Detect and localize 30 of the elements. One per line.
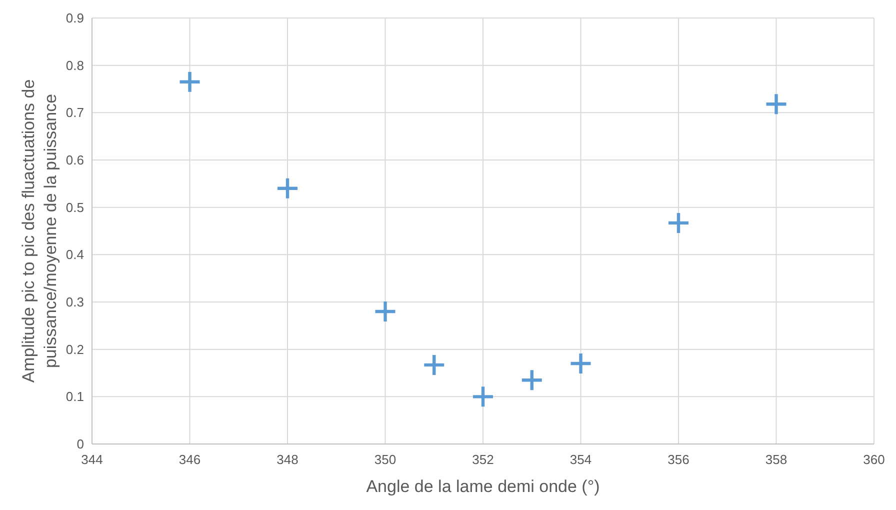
x-axis-title: Angle de la lame demi onde (°) (366, 477, 600, 496)
y-tick-label: 0.7 (66, 105, 84, 120)
x-tick-label: 352 (472, 452, 494, 467)
point (422, 353, 446, 377)
y-tick-label: 0.8 (66, 58, 84, 73)
y-axis-title: Amplitude pic to pic des fluactuations de puissance/moyenne de la puissance (19, 79, 60, 383)
y-tick-label: 0.1 (66, 389, 84, 404)
x-tick-label: 358 (765, 452, 788, 467)
point (471, 385, 495, 408)
x-tick-label: 356 (668, 452, 690, 467)
y-tick-label: 0 (76, 436, 84, 452)
point (178, 70, 202, 94)
point (276, 176, 300, 200)
y-tick-label: 0.9 (66, 10, 84, 26)
x-tick-label: 348 (276, 452, 298, 467)
point (520, 368, 544, 392)
x-tick-label: 346 (178, 452, 201, 467)
x-tick-label: 344 (81, 452, 103, 467)
point (764, 92, 788, 116)
y-tick-label: 0.5 (66, 200, 84, 215)
point (666, 211, 690, 235)
y-tick-label: 0.6 (66, 152, 84, 168)
y-tick-label: 0.3 (66, 294, 84, 310)
x-tick-label: 354 (570, 452, 592, 467)
y-tick-label: 0.4 (66, 247, 84, 262)
point (569, 352, 592, 376)
y-tick-label: 0.2 (66, 342, 84, 357)
point (374, 300, 397, 324)
x-tick-label: 350 (374, 452, 396, 467)
x-tick-label: 360 (863, 452, 885, 467)
